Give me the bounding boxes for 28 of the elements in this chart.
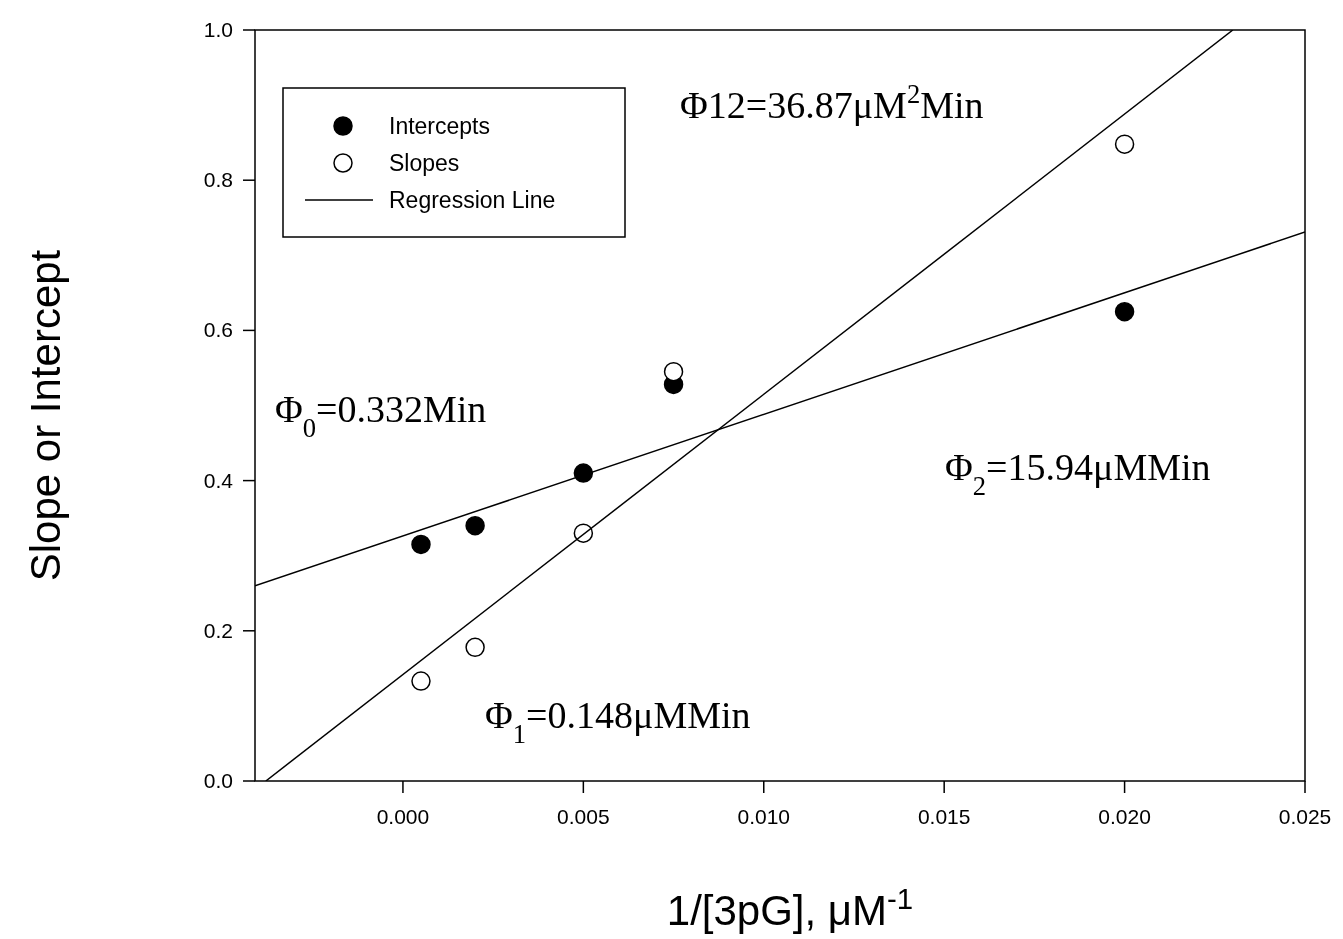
y-tick-label: 0.8	[203, 168, 233, 192]
point	[411, 534, 431, 555]
x-axis-title: 1/[3pG], μM$^{-1}$	[666, 881, 914, 934]
annotation: Φ$_{0}$=0.332Min	[275, 388, 487, 443]
y-tick-label: 0.0	[203, 769, 233, 792]
x-tick-label: 0.015	[917, 805, 971, 828]
x-tick-label: 0.000	[376, 805, 430, 828]
point	[411, 671, 431, 691]
point	[465, 637, 485, 658]
point	[1114, 134, 1135, 154]
y-tick-label: 0.6	[203, 318, 233, 342]
x-tick-label: 0.010	[737, 805, 791, 828]
y-axis-title: Slope or Intercept	[22, 249, 69, 582]
x-tick-label: 0.005	[557, 805, 610, 828]
point	[1114, 301, 1135, 322]
legend-label: Slopes	[389, 150, 460, 176]
annotation: Φ12=36.87μM$^{2}$Min	[680, 79, 984, 126]
y-tick-label: 0.2	[203, 618, 233, 642]
point	[465, 515, 485, 536]
legend-label: Regression Line	[389, 187, 556, 213]
y-tick-label: 0.4	[203, 468, 234, 492]
point	[663, 361, 684, 382]
x-tick-label: 0.025	[1278, 805, 1332, 828]
annotation: Φ$_{2}$=15.94μMMin	[945, 446, 1211, 501]
legend-label: Intercepts	[389, 113, 490, 139]
y-tick-label: 1.0	[203, 18, 233, 41]
x-tick-label: 0.020	[1098, 805, 1151, 828]
annotation: Φ$_{1}$=0.148μMMin	[485, 694, 751, 749]
